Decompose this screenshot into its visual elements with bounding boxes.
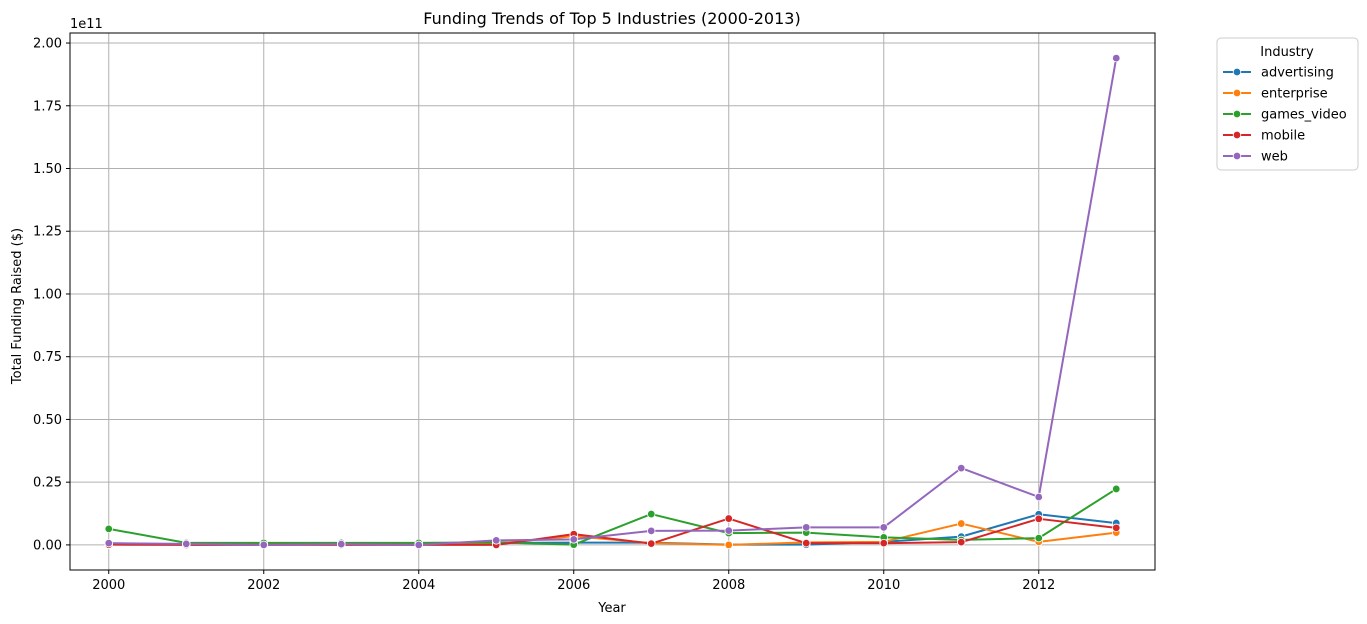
series-line-games_video <box>108 488 1117 546</box>
data-point-mobile <box>647 539 656 548</box>
legend-label: games_video <box>1261 108 1347 123</box>
data-point-web <box>647 526 656 536</box>
data-point-enterprise <box>724 540 733 550</box>
data-point-web <box>492 536 501 545</box>
legend-title: Industry <box>1260 45 1314 60</box>
legend-item-enterprise: enterprise <box>1223 87 1328 102</box>
x-tick-label: 2004 <box>402 578 435 593</box>
legend-marker <box>1232 88 1242 98</box>
y-axis-offset-text: 1e11 <box>70 17 103 32</box>
y-axis-label: Total Funding Raised ($) <box>10 228 25 385</box>
legend-label: mobile <box>1261 129 1305 144</box>
data-point-web <box>104 538 113 548</box>
data-point-web <box>414 540 423 550</box>
legend-item-web: web <box>1223 150 1288 165</box>
data-point-mobile <box>957 537 966 547</box>
y-tick-label: 1.50 <box>33 162 62 177</box>
data-point-web <box>879 523 888 532</box>
grid <box>70 33 1155 570</box>
legend: Industry advertising enterprise games_vide… <box>1216 37 1359 171</box>
y-tick-label: 0.25 <box>33 476 62 491</box>
y-tick-label: 1.25 <box>33 225 62 240</box>
x-tick-label: 2008 <box>712 578 745 593</box>
x-axis-label: Year <box>597 601 626 616</box>
data-point-web <box>259 540 268 550</box>
data-point-enterprise <box>957 519 966 528</box>
y-tick-label: 0.75 <box>33 350 62 365</box>
y-tick-label: 0.00 <box>33 538 62 553</box>
y-tick-label: 2.00 <box>33 37 62 52</box>
legend-marker <box>1232 130 1242 140</box>
legend-marker <box>1232 67 1242 77</box>
data-point-mobile <box>802 538 811 548</box>
series-line-web <box>108 57 1118 546</box>
data-point-mobile <box>724 514 733 523</box>
legend-marker <box>1232 151 1242 161</box>
data-point-games_video <box>104 524 113 534</box>
data-point-games_video <box>1112 484 1121 494</box>
x-tick-label: 2012 <box>1022 578 1055 593</box>
data-point-web <box>1034 492 1043 502</box>
data-point-web <box>182 539 191 549</box>
legend-label: advertising <box>1261 66 1334 81</box>
data-point-games_video <box>1034 533 1043 543</box>
data-point-web <box>569 535 578 544</box>
x-tick-label: 2000 <box>92 578 125 593</box>
legend-marker <box>1232 109 1242 119</box>
legend-item-games_video: games_video <box>1223 108 1347 123</box>
data-point-mobile <box>1112 523 1121 533</box>
axes: 2000 2002 2004 2006 2008 2010 2012 0.00 0.25 0.50… <box>33 37 1055 593</box>
series-lines <box>108 57 1118 546</box>
data-point-games_video <box>647 509 656 519</box>
series-points <box>104 53 1121 550</box>
data-point-web <box>337 539 346 549</box>
x-tick-label: 2010 <box>867 578 900 593</box>
legend-item-advertising: advertising <box>1223 66 1334 81</box>
chart-title: Funding Trends of Top 5 Industries (2000… <box>423 9 800 28</box>
y-tick-label: 1.75 <box>33 99 62 114</box>
legend-box <box>1216 37 1359 171</box>
data-point-web <box>957 463 966 473</box>
y-tick-label: 1.00 <box>33 287 62 302</box>
data-point-web <box>724 526 733 535</box>
legend-label: web <box>1261 150 1288 165</box>
data-point-mobile <box>879 538 888 548</box>
x-tick-label: 2002 <box>247 578 280 593</box>
legend-label: enterprise <box>1261 87 1328 102</box>
data-point-mobile <box>1034 514 1043 524</box>
plot-frame <box>69 32 1156 571</box>
data-point-web <box>1112 53 1121 63</box>
legend-item-mobile: mobile <box>1223 129 1305 144</box>
data-point-web <box>802 523 811 532</box>
x-tick-label: 2006 <box>557 578 590 593</box>
y-tick-label: 0.50 <box>33 413 62 428</box>
